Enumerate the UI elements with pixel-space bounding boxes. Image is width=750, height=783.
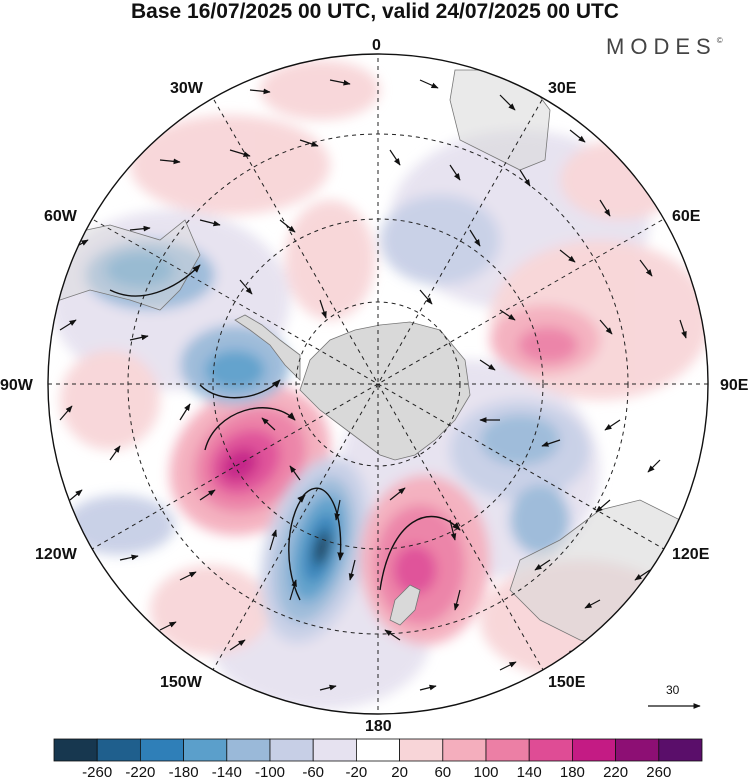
lon-label-150w: 150W	[160, 674, 202, 691]
colorbar-swatch	[528, 738, 573, 762]
colorbar-swatch	[442, 738, 487, 762]
lon-label-60e: 60E	[672, 208, 701, 225]
colorbar-swatch	[226, 738, 271, 762]
colorbar-swatch	[183, 738, 228, 762]
brand-name: MODES	[606, 34, 717, 59]
circulation-lines	[109, 264, 461, 601]
colorbar-swatch	[399, 738, 444, 762]
antarctic-peninsula	[234, 314, 301, 381]
colorbar-swatch	[658, 738, 703, 762]
antarctica-landmass	[299, 321, 471, 461]
lon-label-120e: 120E	[672, 546, 710, 563]
colorbar-tick-label: 60	[434, 764, 452, 781]
lon-label-180: 180	[365, 718, 392, 735]
graticule	[48, 54, 708, 714]
colorbar-tick-label: 20	[391, 764, 408, 781]
reference-vector-label: 30	[666, 683, 680, 697]
colorbar-swatch	[355, 738, 400, 762]
colorbar-tick-label: -220	[125, 764, 156, 781]
colorbar-swatch	[312, 738, 357, 762]
colorbar-tick-label: -180	[168, 764, 199, 781]
colorbar-swatch	[139, 738, 184, 762]
lon-label-120w: 120W	[35, 546, 77, 563]
colorbar-tick-label: -260	[82, 764, 113, 781]
colorbar-tick-label: -140	[211, 764, 242, 781]
lon-label-90e: 90E	[720, 377, 749, 394]
colorbar-tick-label: 100	[473, 764, 499, 781]
brand-mark: ©	[716, 36, 723, 45]
colorbar	[53, 738, 703, 762]
map-title: Base 16/07/2025 00 UTC, valid 24/07/2025…	[131, 0, 619, 23]
colorbar-tick-label: 260	[646, 764, 672, 781]
brand-logo: MODES©	[606, 34, 723, 60]
map-boundary	[47, 53, 709, 715]
lon-label-0: 0	[372, 37, 381, 54]
colorbar-swatch	[53, 738, 98, 762]
new-zealand	[389, 584, 421, 626]
colorbar-tick-label: -100	[254, 764, 286, 781]
colorbar-tick-label: -60	[302, 764, 325, 781]
lon-label-90w: 90W	[0, 377, 33, 394]
colorbar-swatch	[572, 738, 617, 762]
colorbar-swatch	[615, 738, 660, 762]
colorbar-swatch	[96, 738, 141, 762]
colorbar-tick-label: 140	[516, 764, 542, 781]
colorbar-tick-label: 220	[603, 764, 629, 781]
colorbar-swatch	[269, 738, 314, 762]
lon-label-30e: 30E	[548, 80, 577, 97]
lon-label-30w: 30W	[170, 80, 203, 97]
colorbar-tick-label: -20	[345, 764, 368, 781]
colorbar-tick-label: 180	[559, 764, 585, 781]
colorbar-swatch	[485, 738, 530, 762]
lon-label-60w: 60W	[44, 208, 77, 225]
lon-label-150e: 150E	[548, 674, 586, 691]
wind-vectors	[59, 79, 687, 691]
